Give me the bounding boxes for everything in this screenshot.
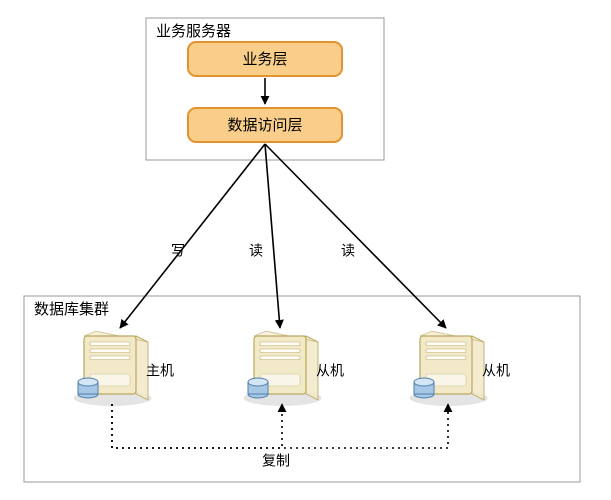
- edge-replicate_right: [112, 404, 448, 448]
- edge-read_right-label: 读: [341, 243, 355, 259]
- server-slave2-label: 从机: [482, 363, 510, 379]
- db_cluster-title: 数据库集群: [34, 301, 109, 318]
- data_access_layer-box: 数据访问层: [188, 108, 342, 142]
- server-slave2: 从机: [410, 331, 510, 406]
- business_layer-label: 业务层: [242, 51, 287, 68]
- server-slave1-label: 从机: [316, 363, 344, 379]
- edge-read_mid: [265, 144, 280, 328]
- edge-write: [120, 144, 265, 328]
- data_access_layer-label: 数据访问层: [227, 117, 302, 134]
- business_server-title: 业务服务器: [156, 23, 231, 40]
- server-master-label: 主机: [146, 363, 174, 379]
- edge-read_right: [265, 144, 446, 328]
- disk-icon: [78, 378, 98, 398]
- edge-replicate_left: [112, 404, 282, 448]
- disk-icon: [414, 378, 434, 398]
- server-master: 主机: [74, 331, 174, 406]
- edge-read_mid-label: 读: [249, 243, 263, 259]
- server-slave1: 从机: [244, 331, 344, 406]
- edge-write-label: 写: [171, 243, 185, 259]
- edge-replicate-label: 复制: [262, 453, 290, 469]
- business_layer-box: 业务层: [188, 42, 342, 76]
- disk-icon: [248, 378, 268, 398]
